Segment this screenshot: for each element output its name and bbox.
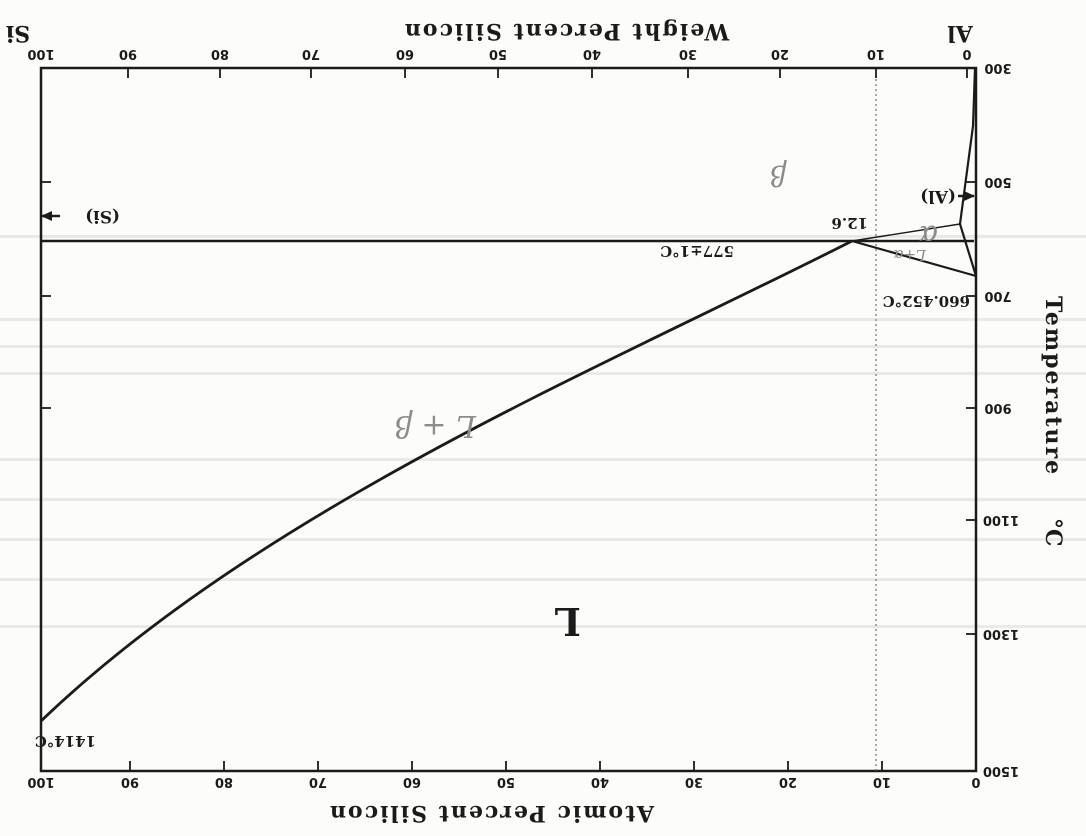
temp-tick-1100: 1100 [983,512,1019,527]
atomic-tick-10: 10 [873,774,891,789]
atomic-tick-30: 30 [685,774,703,789]
weight-tick-50: 50 [489,46,507,61]
temp-tick-700: 700 [984,288,1011,303]
weight-tick-80: 80 [211,46,229,61]
weight-tick-100: 100 [27,46,54,61]
weight-tick-60: 60 [396,46,414,61]
handwritten-beta: β [770,159,787,192]
atomic-tick-40: 40 [591,774,609,789]
atomic-tick-80: 80 [215,774,233,789]
solvus-al [851,223,961,242]
temperature-unit-group: °C [1040,518,1066,547]
si-phase-arrow [41,211,60,221]
weight-tick-90: 90 [119,46,137,61]
si-phase-label: (Si) [85,206,120,226]
temperature-axis-ticks [41,67,976,772]
bottom-axis-title: Atomic Percent Silicon [328,800,655,826]
atomic-axis-ticks [129,761,883,771]
atomic-tick-90: 90 [121,774,139,789]
eutectic-temp-label: 577±1°C [660,242,734,260]
atomic-tick-20: 20 [779,774,797,789]
temp-tick-900: 900 [984,400,1011,415]
temperature-axis-title-group: Temperature [1040,296,1066,476]
atomic-tick-70: 70 [309,774,327,789]
al-phase-label: (Al) [920,186,956,206]
temperature-axis-title: Temperature [1040,296,1066,476]
si-melting-label: 1414°C [35,732,96,750]
atomic-tick-50: 50 [497,774,515,789]
temp-tick-1300: 1300 [983,626,1019,641]
atomic-tick-0: 0 [971,774,980,789]
liquid-region-label: L [554,599,581,644]
plot-frame [39,66,978,773]
top-axis-title: Weight Percent Silicon [403,18,730,44]
atomic-tick-100: 100 [27,774,54,789]
atomic-tick-60: 60 [403,774,421,789]
weight-tick-40: 40 [583,46,601,61]
weight-tick-30: 30 [679,46,697,61]
solidus-al [958,67,978,277]
element-left-label: Al [947,20,973,46]
liquidus-si-side [40,239,853,723]
element-right-label: Si [6,20,30,46]
temperature-axis-unit: °C [1040,518,1066,547]
temp-tick-300: 300 [984,60,1011,75]
weight-tick-10: 10 [867,46,885,61]
temp-tick-500: 500 [984,174,1011,189]
weight-tick-20: 20 [771,46,789,61]
weight-axis-ticks [40,68,968,78]
eutectic-comp-label: 12.6 [831,214,868,232]
weight-tick-0: 0 [962,46,971,61]
al-melting-label: 660.452°C [883,292,970,310]
weight-tick-70: 70 [302,46,320,61]
temp-tick-1500: 1500 [983,763,1019,778]
al-phase-arrow [958,191,975,201]
liquidus-al-side [851,239,977,278]
handwritten-l-plus-alpha: L+α [893,246,927,264]
handwritten-l-plus-beta: L + β [395,408,477,443]
handwritten-alpha: α [919,219,938,252]
